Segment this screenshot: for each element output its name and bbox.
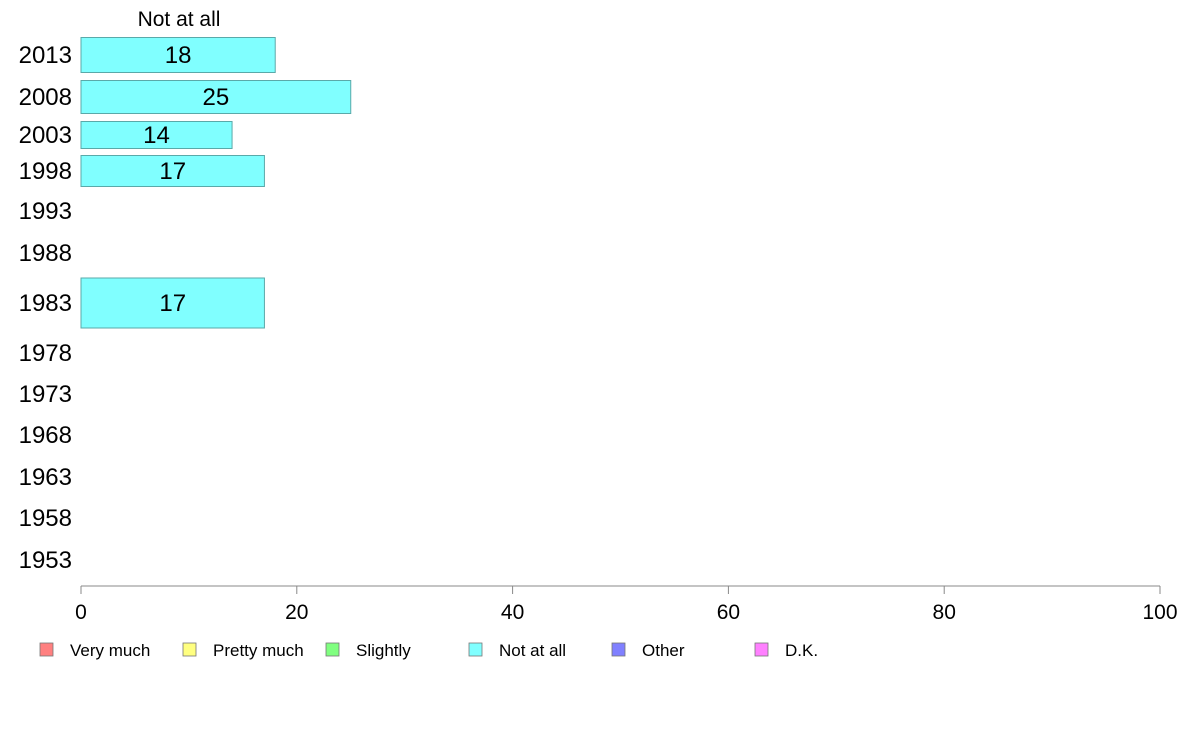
data-label-2003: 14 bbox=[143, 122, 170, 149]
year-label-1973: 1973 bbox=[19, 381, 72, 408]
legend-swatch-1 bbox=[182, 642, 197, 657]
legend-swatch-0 bbox=[39, 642, 54, 657]
year-label-1988: 1988 bbox=[19, 240, 72, 267]
legend-swatch-2 bbox=[325, 642, 340, 657]
year-label-2008: 2008 bbox=[19, 84, 72, 111]
legend-label-4: Other bbox=[642, 641, 685, 660]
legend-swatch-5 bbox=[754, 642, 769, 657]
year-label-1953: 1953 bbox=[19, 547, 72, 574]
bar-1998 bbox=[80, 155, 265, 187]
data-label-2008: 25 bbox=[203, 84, 230, 111]
data-label-2013: 18 bbox=[165, 42, 192, 69]
year-label-1998: 1998 bbox=[19, 158, 72, 185]
x-tick-label-60: 60 bbox=[717, 601, 740, 624]
data-label-1998: 17 bbox=[159, 158, 186, 185]
bars: 18 25 14 17 17 bbox=[80, 37, 352, 329]
data-label-1983: 17 bbox=[159, 290, 186, 317]
year-label-1983: 1983 bbox=[19, 290, 72, 317]
legend-label-1: Pretty much bbox=[213, 641, 304, 660]
legend-label-5: D.K. bbox=[785, 641, 818, 660]
x-tick-label-40: 40 bbox=[501, 601, 524, 624]
year-label-1963: 1963 bbox=[19, 464, 72, 491]
x-tick-label-20: 20 bbox=[285, 601, 308, 624]
x-tick-label-0: 0 bbox=[75, 601, 87, 624]
legend-label-0: Very much bbox=[70, 641, 150, 660]
bar-2013 bbox=[80, 37, 276, 73]
series-header: Not at all bbox=[138, 8, 221, 31]
year-label-1978: 1978 bbox=[19, 340, 72, 367]
year-label-2003: 2003 bbox=[19, 122, 72, 149]
x-axis: 0 20 40 60 80 100 bbox=[75, 585, 1178, 624]
bar-2008 bbox=[80, 80, 352, 114]
legend-swatch-3 bbox=[468, 642, 483, 657]
year-label-1958: 1958 bbox=[19, 505, 72, 532]
legend: Very much Pretty much Slightly Not at all Ot… bbox=[39, 641, 818, 660]
year-labels: 2013 2008 2003 1998 1993 1988 1983 1978 1973 1968… bbox=[19, 42, 72, 574]
legend-label-3: Not at all bbox=[499, 641, 566, 660]
bar-1983 bbox=[80, 277, 265, 329]
year-label-1993: 1993 bbox=[19, 198, 72, 225]
bar-2003 bbox=[80, 121, 233, 149]
year-label-1968: 1968 bbox=[19, 422, 72, 449]
legend-label-2: Slightly bbox=[356, 641, 411, 660]
x-tick-label-80: 80 bbox=[933, 601, 956, 624]
year-label-2013: 2013 bbox=[19, 42, 72, 69]
x-tick-label-100: 100 bbox=[1142, 601, 1177, 624]
legend-swatch-4 bbox=[611, 642, 626, 657]
